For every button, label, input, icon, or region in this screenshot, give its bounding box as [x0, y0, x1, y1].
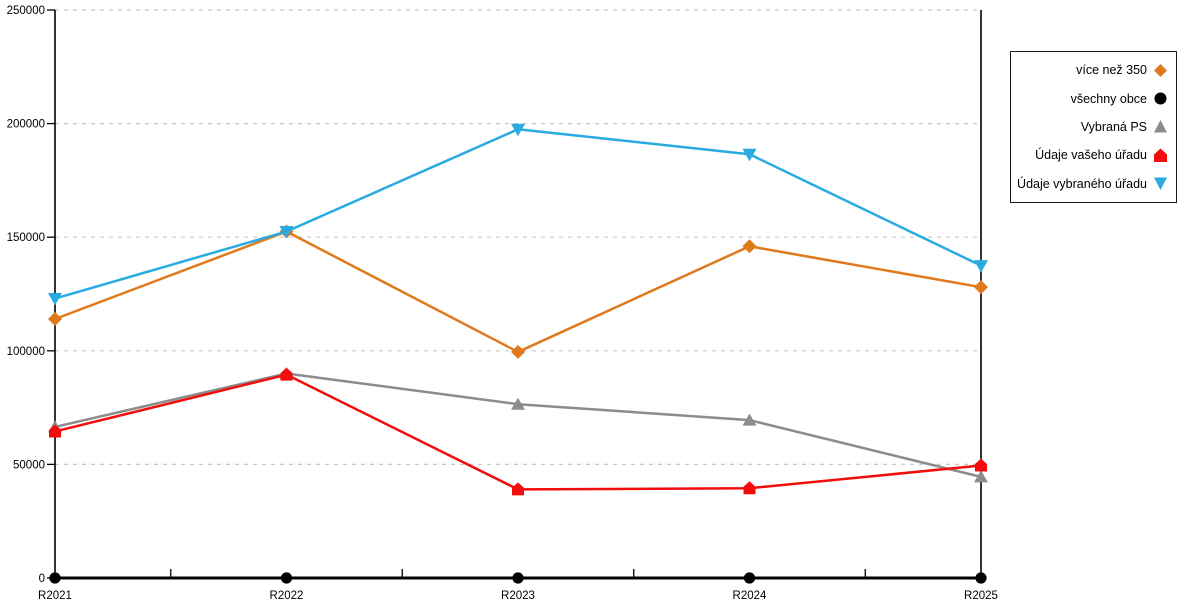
data-point-marker: [280, 572, 293, 584]
series-line: [53, 230, 983, 354]
y-tick-label: 0: [39, 573, 45, 585]
circle-marker-icon: [1154, 92, 1167, 105]
data-point-marker: [742, 413, 757, 426]
data-point-marker: [975, 458, 987, 472]
chart-legend: více než 350 všechny obce Vybraná PS Úda…: [1010, 51, 1177, 203]
legend-label: Vybraná PS: [1080, 119, 1147, 134]
data-point-marker: [743, 572, 756, 584]
data-point-marker: [743, 481, 756, 495]
data-point-marker: [48, 311, 62, 326]
legend-item-vybrana-ps: Vybraná PS: [1017, 115, 1168, 139]
pentagon-marker-icon: [1154, 148, 1167, 162]
data-point-marker: [512, 572, 524, 584]
data-point-marker: [742, 148, 757, 162]
data-point-marker: [511, 397, 525, 410]
data-point-marker: [974, 280, 988, 295]
data-point-marker: [974, 260, 988, 273]
series-line: [53, 372, 983, 479]
data-point-marker: [512, 482, 524, 496]
data-point-marker: [511, 123, 525, 137]
data-point-marker: [280, 367, 293, 381]
triangle-down-marker-icon: [1154, 177, 1167, 191]
legend-label: Údaje vybraného úřadu: [1017, 176, 1147, 191]
legend-item-vice-nez-350: více než 350: [1017, 58, 1168, 82]
data-point-marker: [49, 572, 61, 584]
data-point-marker: [974, 470, 988, 483]
x-tick-label: R2021: [38, 590, 72, 600]
legend-label: všechny obce: [1070, 91, 1147, 106]
data-point-marker: [975, 572, 987, 584]
x-tick-label: R2024: [733, 590, 767, 600]
y-tick-label: 250000: [7, 5, 45, 17]
legend-label: více než 350: [1076, 63, 1147, 78]
series-line: [53, 373, 983, 491]
series-line: [53, 128, 983, 300]
y-tick-label: 100000: [7, 346, 45, 358]
x-tick-label: R2022: [270, 590, 304, 600]
y-tick-label: 50000: [13, 459, 45, 471]
data-point-marker: [279, 226, 294, 239]
legend-label: Údaje vašeho úřadu: [1035, 148, 1147, 163]
data-point-marker: [511, 344, 525, 359]
y-tick-label: 150000: [7, 232, 45, 244]
x-tick-label: R2023: [501, 590, 535, 600]
triangle-up-marker-icon: [1154, 120, 1167, 133]
data-point-marker: [49, 424, 61, 438]
diamond-marker-icon: [1154, 63, 1167, 77]
y-tick-label: 200000: [7, 119, 45, 131]
data-point-marker: [48, 293, 62, 306]
legend-item-udaje-vaseho-uradu: Údaje vašeho úřadu: [1017, 143, 1168, 167]
legend-item-udaje-vybraneho-uradu: Údaje vybraného úřadu: [1017, 172, 1168, 196]
legend-item-vsechny-obce: všechny obce: [1017, 87, 1168, 111]
data-point-marker: [742, 239, 757, 254]
x-tick-label: R2025: [964, 590, 998, 600]
